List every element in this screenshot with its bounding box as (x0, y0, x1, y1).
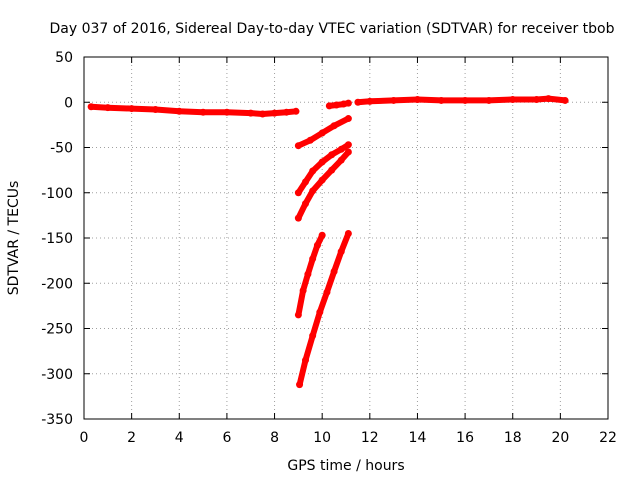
data-point (330, 122, 338, 130)
data-point (330, 267, 338, 275)
data-point (390, 96, 398, 104)
x-tick-label: 12 (361, 430, 379, 446)
y-tick-label: -100 (41, 186, 73, 202)
data-point (302, 178, 310, 186)
chart-title: Day 037 of 2016, Sidereal Day-to-day VTE… (49, 21, 614, 37)
data-point (292, 107, 300, 115)
data-point (561, 96, 569, 104)
data-point (104, 104, 112, 112)
data-point (259, 110, 267, 118)
data-point (318, 129, 326, 137)
data-point (337, 248, 345, 256)
data-point (328, 166, 336, 174)
y-tick-label: -350 (41, 412, 73, 428)
y-tick-label: -150 (41, 231, 73, 247)
data-point (223, 108, 231, 116)
data-point (309, 332, 317, 340)
data-point (282, 108, 290, 116)
x-tick-label: 14 (409, 430, 427, 446)
data-point (344, 229, 352, 237)
data-point (325, 102, 333, 110)
x-tick-label: 6 (222, 430, 231, 446)
data-point (318, 231, 326, 239)
data-point (413, 96, 421, 104)
y-tick-label: -300 (41, 367, 73, 383)
x-tick-label: 22 (599, 430, 617, 446)
data-point (294, 311, 302, 319)
x-tick-label: 4 (175, 430, 184, 446)
data-point (309, 187, 317, 195)
data-point (306, 136, 314, 144)
data-point (151, 105, 159, 113)
y-tick-label: 50 (55, 50, 73, 66)
y-tick-label: -50 (50, 141, 73, 157)
data-point (294, 189, 302, 197)
data-point (175, 107, 183, 115)
data-point (344, 115, 352, 123)
data-point (309, 255, 317, 263)
data-point (299, 286, 307, 294)
x-tick-label: 18 (504, 430, 522, 446)
y-tick-label: -200 (41, 276, 73, 292)
data-point (344, 148, 352, 156)
data-point (316, 308, 324, 316)
series-segment-8 (296, 230, 352, 388)
x-axis-title: GPS time / hours (287, 458, 404, 474)
x-tick-label: 8 (270, 430, 279, 446)
data-point (533, 96, 541, 104)
data-point (247, 109, 255, 117)
data-point (344, 99, 352, 107)
data-point (128, 105, 136, 113)
data-point (309, 167, 317, 175)
y-tick-label: 0 (64, 95, 73, 111)
data-point (294, 214, 302, 222)
y-axis-title: SDTVAR / TECUs (6, 181, 22, 296)
data-point (294, 142, 302, 150)
y-tick-label: -250 (41, 322, 73, 338)
data-point (485, 96, 493, 104)
data-point (318, 176, 326, 184)
axes: 0 2 4 6 8 10 12 14 16 18 20 22 50 0 -50 -100 -150 -200 -25… (41, 50, 617, 446)
x-tick-label: 10 (313, 430, 331, 446)
grid (84, 57, 608, 419)
data-point (296, 381, 304, 389)
data-point (332, 101, 340, 109)
x-tick-label: 0 (80, 430, 89, 446)
data-point (366, 97, 374, 105)
data-point (318, 158, 326, 166)
data-point (328, 151, 336, 159)
data-point (461, 96, 469, 104)
data-point (271, 109, 279, 117)
x-tick-label: 2 (127, 430, 136, 446)
data-point (302, 356, 310, 364)
data-point (354, 98, 362, 106)
data-point (304, 270, 312, 278)
data-point (199, 108, 207, 116)
data-point (337, 156, 345, 164)
data-point (437, 96, 445, 104)
x-tick-label: 20 (551, 430, 569, 446)
data-marks (87, 95, 569, 389)
data-point (313, 241, 321, 249)
data-point (323, 288, 331, 296)
data-point (87, 103, 95, 111)
data-point (544, 95, 552, 103)
data-point (509, 96, 517, 104)
data-point (337, 145, 345, 153)
data-point (344, 141, 352, 149)
data-point (302, 200, 310, 208)
x-tick-label: 16 (456, 430, 474, 446)
